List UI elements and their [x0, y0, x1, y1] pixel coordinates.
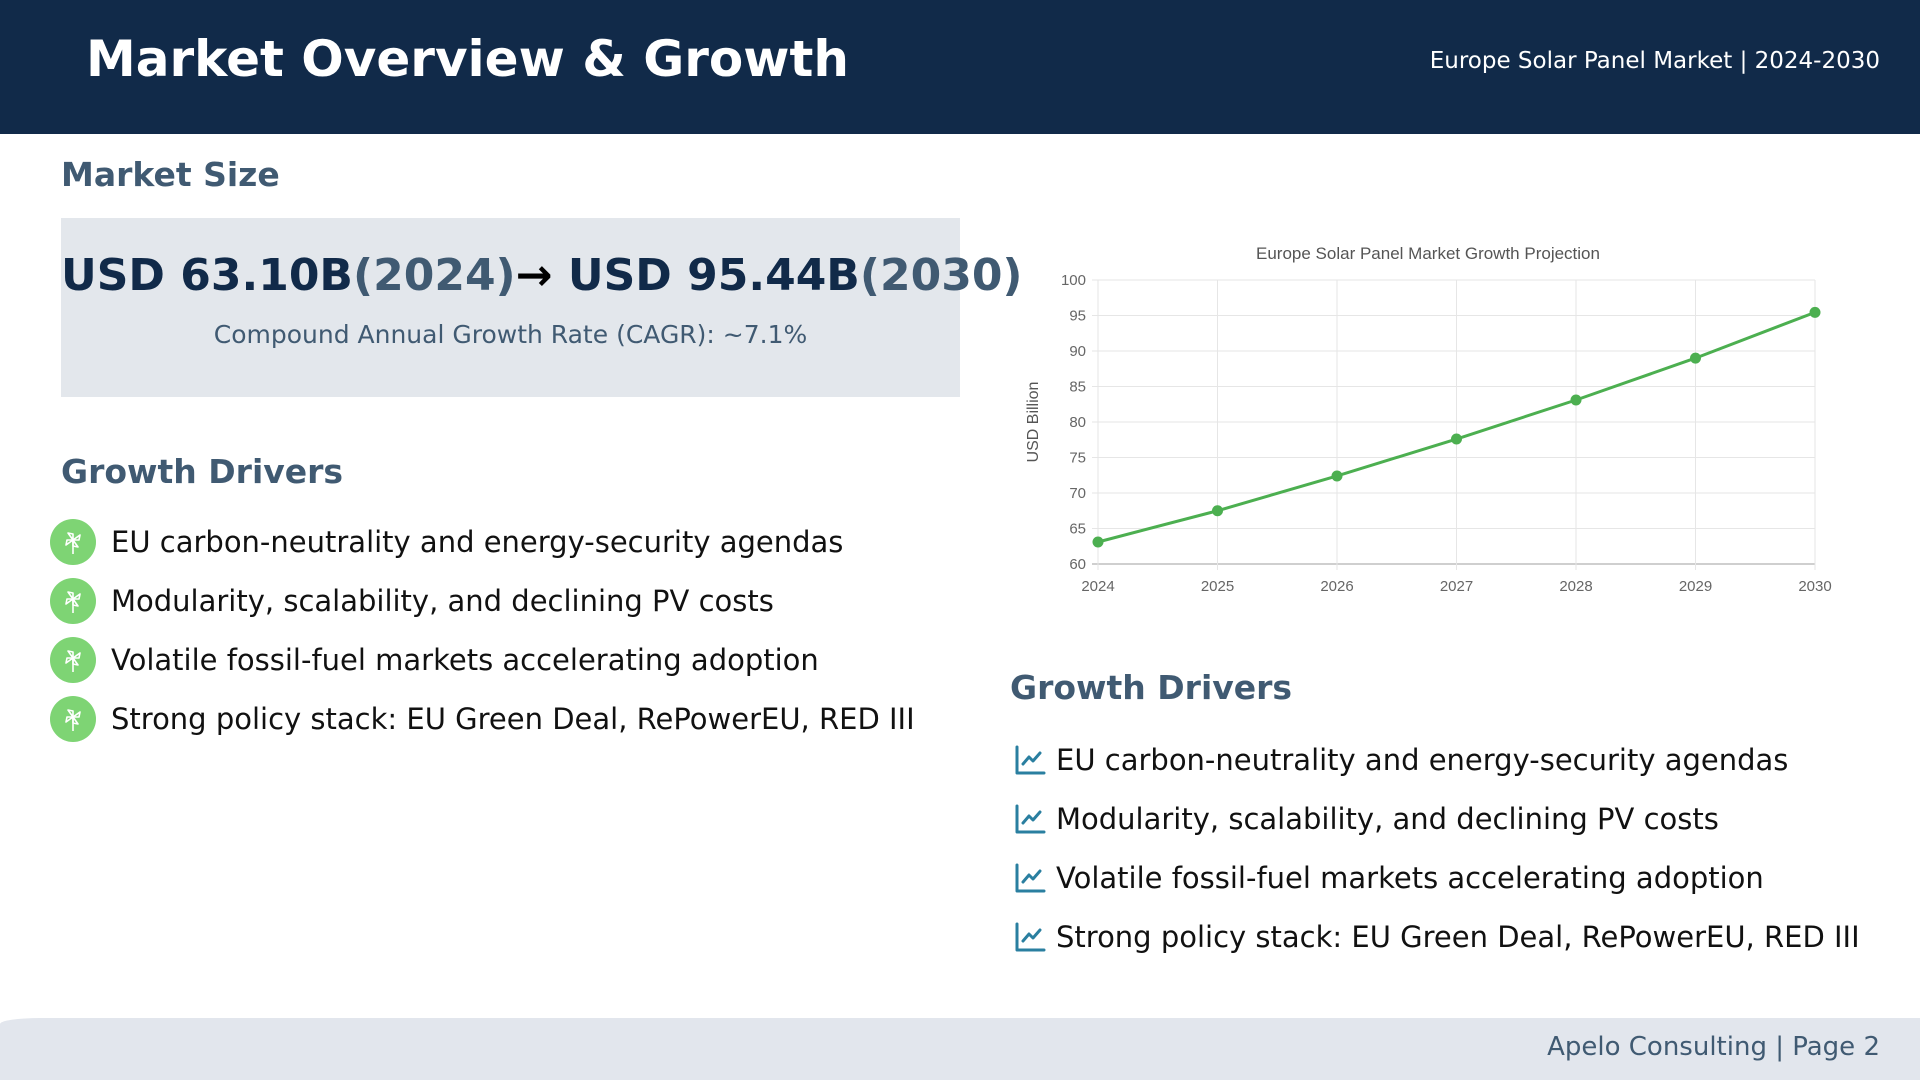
y-tick-label: 60 [1069, 556, 1086, 573]
x-tick-label: 2024 [1081, 578, 1114, 595]
list-item: Volatile fossil-fuel markets acceleratin… [1012, 848, 1892, 907]
market-size-box: USD 63.10B(2024)→ USD 95.44B(2030) Compo… [61, 218, 1023, 397]
driver-text: Modularity, scalability, and declining P… [1056, 801, 1719, 836]
growth-drivers-list-left: EU carbon-neutrality and energy-security… [50, 512, 930, 748]
trend-chart-icon [1015, 804, 1046, 833]
data-point [1451, 433, 1462, 445]
start-value: USD 63.10B [61, 250, 353, 301]
list-item: Modularity, scalability, and declining P… [1012, 789, 1892, 848]
x-tick-label: 2025 [1201, 578, 1234, 595]
line-chart: Europe Solar Panel Market Growth Project… [1025, 244, 1832, 595]
pinwheel-icon [50, 636, 96, 683]
list-item: Strong policy stack: EU Green Deal, RePo… [50, 689, 930, 748]
market-value: USD 63.10B(2024)→ USD 95.44B(2030) [61, 250, 1023, 301]
x-tick-label: 2026 [1320, 578, 1353, 595]
trend-chart-icon [1015, 745, 1046, 774]
x-tick-label: 2027 [1440, 578, 1473, 595]
end-year: (2030) [859, 250, 1023, 301]
growth-chart: Europe Solar Panel Market Growth Project… [1010, 230, 1890, 610]
y-tick-label: 95 [1069, 308, 1086, 325]
data-point [1331, 470, 1343, 482]
driver-text: EU carbon-neutrality and energy-security… [1056, 742, 1789, 777]
header-subtitle: Europe Solar Panel Market | 2024-2030 [1429, 48, 1880, 74]
driver-text: Volatile fossil-fuel markets acceleratin… [111, 642, 819, 677]
pinwheel-icon [50, 518, 96, 565]
header-bar: Market Overview & Growth Europe Solar Pa… [0, 0, 1920, 134]
pinwheel-icon [50, 695, 96, 742]
list-item: Modularity, scalability, and declining P… [50, 571, 930, 630]
page-title: Market Overview & Growth [86, 30, 849, 88]
market-size-heading: Market Size [61, 155, 280, 194]
series [1092, 306, 1821, 548]
cagr-text: Compound Annual Growth Rate (CAGR): ~7.1… [213, 320, 808, 349]
x-ticks: 2024 2025 2026 2027 2028 2029 2030 [1081, 578, 1831, 595]
y-tick-label: 100 [1061, 272, 1086, 289]
pinwheel-icon [50, 577, 96, 624]
y-axis-label: USD Billion [1025, 382, 1042, 463]
list-item: Strong policy stack: EU Green Deal, RePo… [1012, 907, 1892, 966]
y-tick-label: 65 [1069, 521, 1086, 538]
chart-title: Europe Solar Panel Market Growth Project… [1256, 244, 1600, 263]
data-point [1690, 352, 1701, 364]
list-item: Volatile fossil-fuel markets acceleratin… [50, 630, 930, 689]
trend-chart-icon [1015, 922, 1046, 951]
data-point [1809, 306, 1821, 318]
growth-drivers-list-right: EU carbon-neutrality and energy-security… [1012, 730, 1892, 966]
y-tick-label: 90 [1069, 343, 1086, 360]
growth-drivers-heading-left: Growth Drivers [61, 452, 344, 491]
driver-text: Modularity, scalability, and declining P… [111, 583, 774, 618]
grid [1092, 279, 1816, 570]
footer-text: Apelo Consulting | Page 2 [1547, 1032, 1880, 1062]
trend-chart-icon [1015, 863, 1046, 892]
driver-text: Strong policy stack: EU Green Deal, RePo… [111, 701, 915, 736]
y-tick-label: 80 [1069, 414, 1086, 431]
footer-bar: Apelo Consulting | Page 2 [0, 1018, 1920, 1080]
end-value: USD 95.44B [567, 250, 860, 301]
y-ticks: 60 65 70 75 80 85 90 95 100 [1061, 272, 1086, 573]
driver-text: EU carbon-neutrality and energy-security… [111, 524, 844, 559]
growth-drivers-heading-right: Growth Drivers [1010, 668, 1293, 707]
data-point [1092, 536, 1104, 548]
arrow-icon: → [515, 250, 553, 301]
data-point [1570, 394, 1582, 406]
list-item: EU carbon-neutrality and energy-security… [1012, 730, 1892, 789]
list-item: EU carbon-neutrality and energy-security… [50, 512, 930, 571]
x-tick-label: 2029 [1679, 578, 1712, 595]
driver-text: Volatile fossil-fuel markets acceleratin… [1056, 860, 1764, 895]
x-tick-label: 2030 [1798, 578, 1831, 595]
start-year: (2024) [352, 250, 516, 301]
y-tick-label: 85 [1069, 379, 1086, 396]
y-tick-label: 75 [1069, 450, 1086, 467]
driver-text: Strong policy stack: EU Green Deal, RePo… [1056, 919, 1860, 954]
data-point [1212, 505, 1223, 517]
y-tick-label: 70 [1069, 485, 1086, 502]
x-tick-label: 2028 [1559, 578, 1592, 595]
